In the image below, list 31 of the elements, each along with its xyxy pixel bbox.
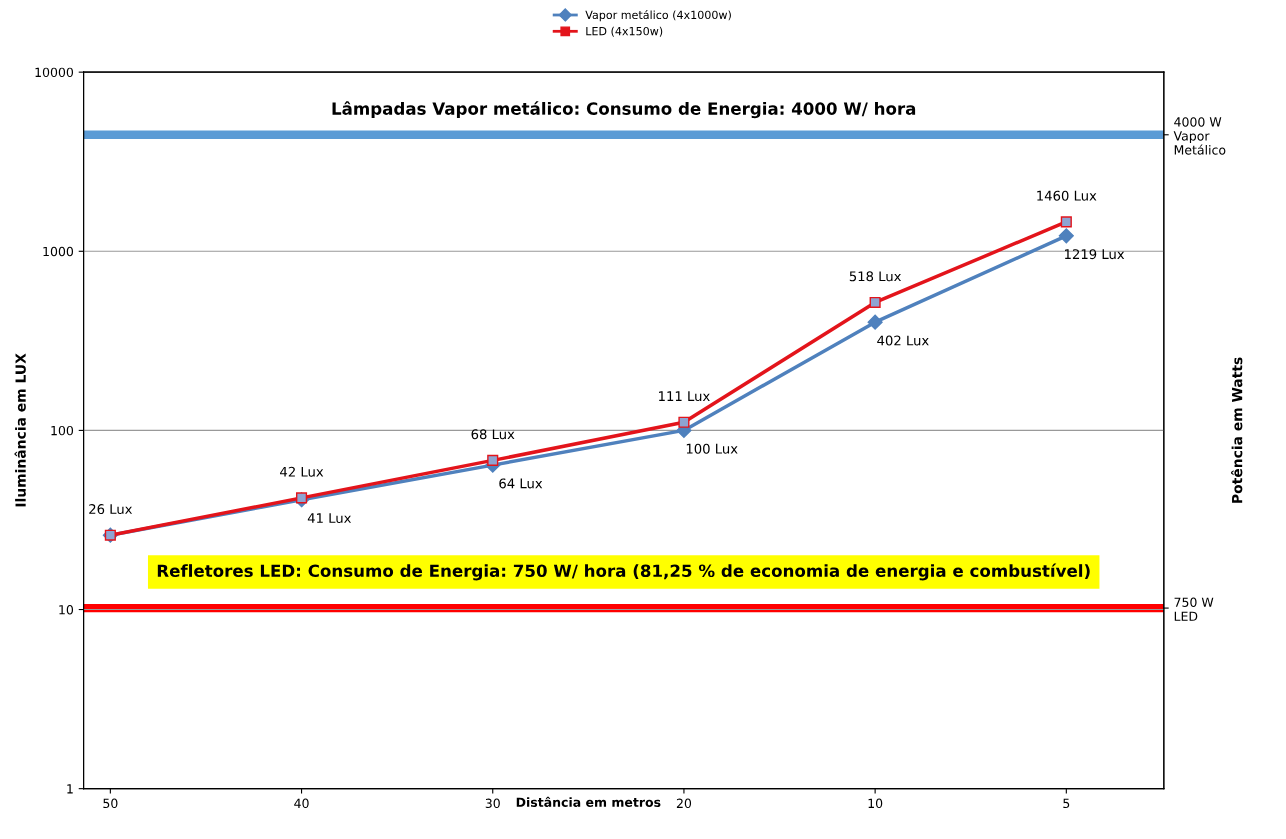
y-tick-label: 10 — [59, 605, 74, 615]
y2-tick-label: 4000 W Vapor Metálico — [1173, 117, 1226, 155]
y-tick-label: 1 — [67, 784, 73, 794]
data-label: 1219 Lux — [1065, 249, 1125, 260]
x-tick-label: 20 — [676, 798, 692, 809]
ref-line-label: Lâmpadas Vapor metálico: Consumo de Energia: 4000 W/ hora — [332, 101, 916, 119]
y2-axis-title: Potência em Watts — [1231, 357, 1243, 503]
x-tick-label: 10 — [868, 798, 883, 809]
data-label: 111 Lux — [659, 391, 710, 402]
data-label: 518 Lux — [849, 271, 902, 282]
x-tick-label: 40 — [294, 798, 309, 809]
data-label: 42 Lux — [280, 466, 324, 477]
x-tick-label: 50 — [103, 798, 118, 809]
data-label: 1460 Lux — [1037, 190, 1097, 201]
data-label: 68 Lux — [471, 429, 515, 440]
legend-label: LED (4x150w) — [586, 26, 663, 37]
data-label: 402 Lux — [877, 335, 929, 346]
ref-line-label: Refletores LED: Consumo de Energia: 750 W/ hora (81,25 % de economia de energia e combustível) — [157, 563, 1090, 581]
data-label: 41 Lux — [307, 513, 352, 524]
x-tick-label: 30 — [485, 798, 500, 809]
data-label: 64 Lux — [499, 478, 543, 489]
y-tick-label: 10000 — [35, 67, 74, 78]
y-tick-label: 1000 — [43, 246, 74, 257]
x-tick-label: 5 — [1063, 798, 1070, 809]
x-axis-title: Distância em metros — [516, 796, 661, 807]
y2-tick-label: 750 W LED — [1174, 597, 1214, 621]
data-label: 26 Lux — [89, 504, 133, 515]
legend-label: Vapor metálico (4x1000w) — [585, 10, 731, 22]
y-tick-label: 100 — [51, 425, 74, 436]
data-label: 100 Lux — [686, 443, 738, 454]
y-axis-title: Iluminância em LUX — [14, 353, 26, 507]
